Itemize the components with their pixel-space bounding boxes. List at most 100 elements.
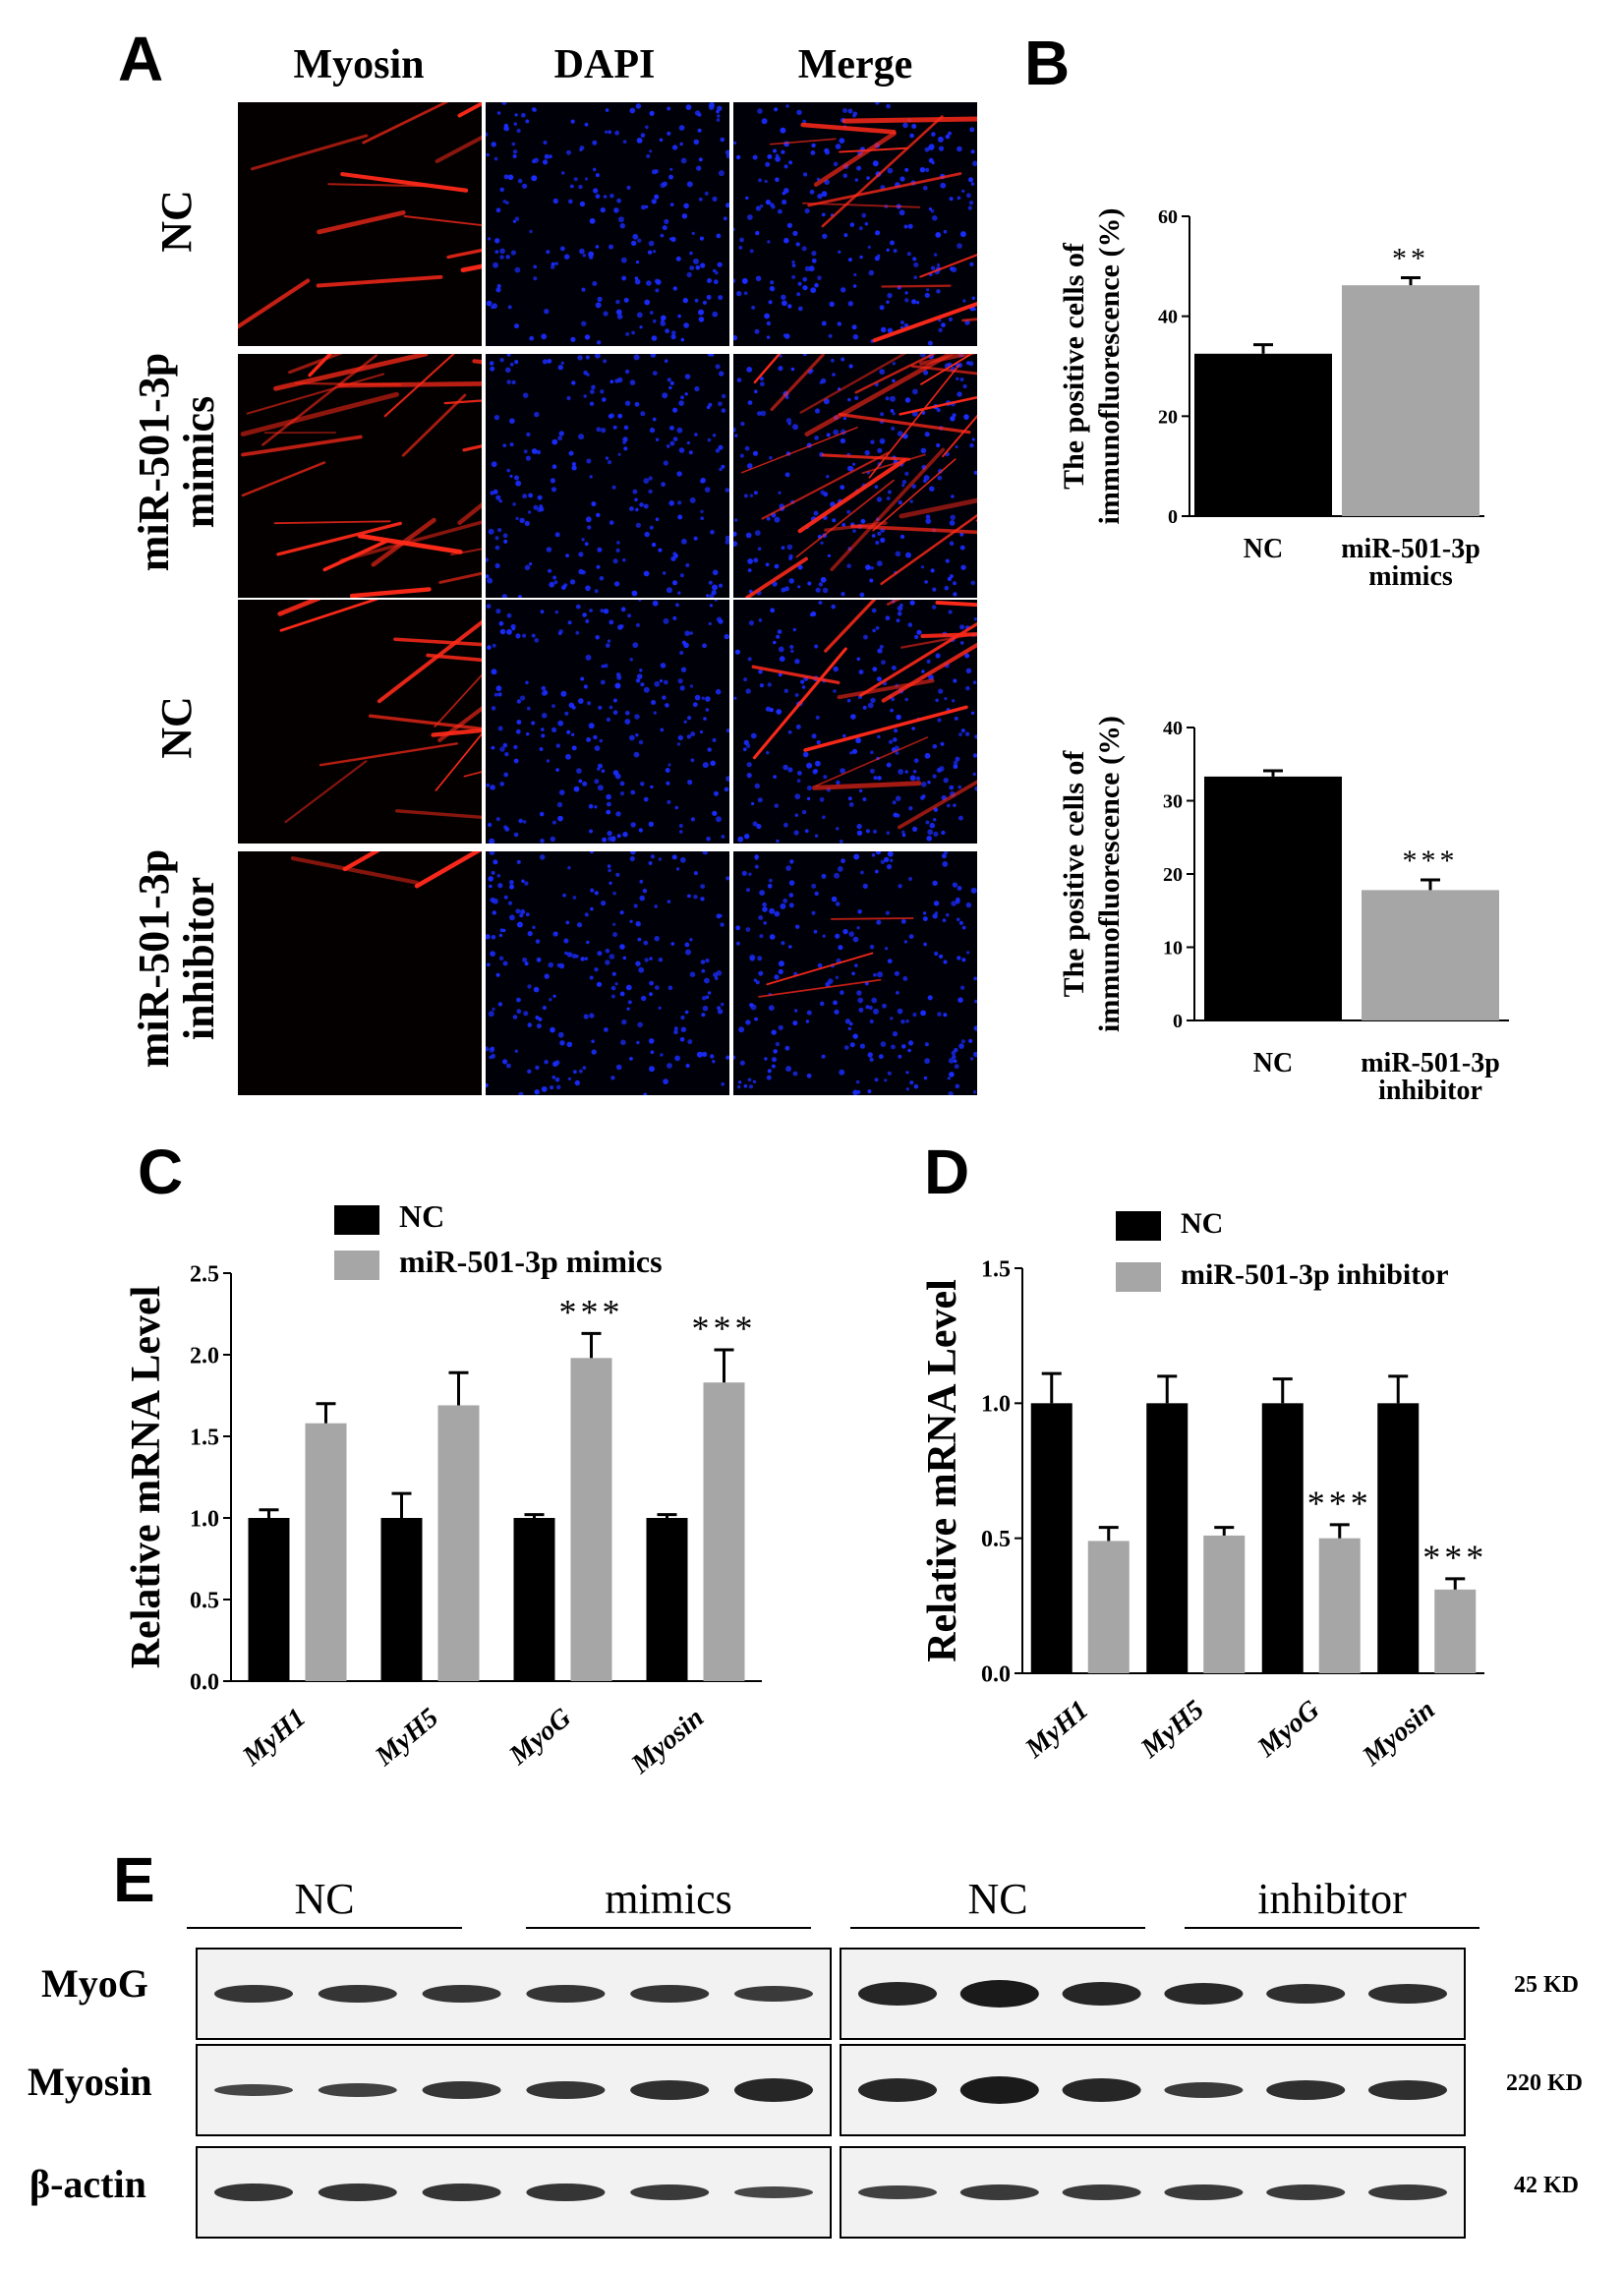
dapi-nucleus <box>550 1085 554 1090</box>
dapi-nucleus <box>943 960 948 964</box>
dapi-nucleus <box>904 471 909 476</box>
dapi-nucleus <box>694 433 698 437</box>
dapi-nucleus <box>586 940 590 945</box>
dapi-nucleus <box>649 992 653 997</box>
dapi-nucleus <box>937 136 944 143</box>
dapi-nucleus <box>935 698 939 703</box>
dapi-nucleus <box>957 886 962 891</box>
dapi-nucleus <box>848 802 854 807</box>
dapi-nucleus <box>596 564 601 569</box>
dapi-nucleus <box>638 828 643 833</box>
dapi-nucleus <box>912 257 917 262</box>
dapi-nucleus <box>950 514 956 520</box>
dapi-nucleus <box>957 243 962 249</box>
dapi-nucleus <box>911 299 917 305</box>
dapi-nucleus <box>894 970 899 976</box>
dapi-nucleus <box>793 830 799 836</box>
myosin-fiber <box>897 780 977 830</box>
dapi-nucleus <box>808 265 815 272</box>
dapi-nucleus <box>620 1039 626 1046</box>
dapi-nucleus <box>683 203 689 209</box>
dapi-nucleus <box>534 637 540 643</box>
blot-band <box>1368 2080 1447 2100</box>
dapi-nucleus <box>574 1079 580 1086</box>
dapi-nucleus <box>710 1054 715 1059</box>
dapi-nucleus <box>539 811 545 817</box>
dapi-nucleus <box>890 708 894 713</box>
dapi-nucleus <box>512 1015 518 1019</box>
dapi-nucleus <box>721 464 725 469</box>
dapi-nucleus <box>788 556 793 561</box>
dapi-nucleus <box>495 609 501 614</box>
dapi-nucleus <box>952 882 958 888</box>
blot-band <box>1266 2080 1346 2100</box>
dapi-nucleus <box>514 323 519 329</box>
dapi-nucleus <box>499 782 504 786</box>
dapi-nucleus <box>943 851 949 854</box>
dapi-nucleus <box>759 934 764 939</box>
dapi-nucleus <box>660 182 666 189</box>
dapi-nucleus <box>739 1060 745 1066</box>
dapi-nucleus <box>876 919 882 925</box>
dapi-nucleus <box>841 858 845 864</box>
myosin-fiber <box>339 520 482 562</box>
dapi-nucleus <box>877 447 883 453</box>
dapi-nucleus <box>784 472 790 478</box>
dapi-nucleus <box>774 563 780 569</box>
dapi-nucleus <box>962 299 966 303</box>
dapi-nucleus <box>660 320 667 326</box>
dapi-nucleus <box>639 879 644 884</box>
dapi-nucleus <box>637 937 642 942</box>
dapi-nucleus <box>846 509 851 514</box>
dapi-nucleus <box>582 612 587 617</box>
dapi-nucleus <box>886 300 890 304</box>
dapi-nucleus <box>567 1077 572 1081</box>
dapi-nucleus <box>817 193 823 200</box>
dapi-nucleus <box>499 248 505 255</box>
dapi-nucleus <box>960 728 965 733</box>
dapi-nucleus <box>950 416 956 422</box>
dapi-nucleus <box>541 713 548 719</box>
dapi-nucleus <box>494 250 499 254</box>
dapi-nucleus <box>584 957 588 961</box>
dapi-nucleus <box>667 378 671 382</box>
dapi-nucleus <box>774 803 780 808</box>
bar <box>380 1518 423 1681</box>
significance-marker: *** <box>1307 1484 1372 1523</box>
dapi-nucleus <box>789 644 794 650</box>
dapi-nucleus <box>660 1053 664 1057</box>
dapi-nucleus <box>702 643 707 649</box>
dapi-nucleus <box>725 203 729 208</box>
dapi-nucleus <box>539 854 546 860</box>
dapi-nucleus <box>925 518 932 524</box>
dapi-nucleus <box>549 581 555 588</box>
dapi-nucleus <box>507 305 512 310</box>
dapi-nucleus <box>648 489 653 495</box>
dapi-nucleus <box>616 541 620 545</box>
dapi-nucleus <box>738 1026 745 1033</box>
dapi-nucleus <box>557 720 564 727</box>
dapi-nucleus <box>549 154 552 159</box>
dapi-nucleus <box>609 193 614 199</box>
dapi-nucleus <box>522 183 528 189</box>
dapi-nucleus <box>942 918 947 922</box>
myosin-fiber <box>899 632 977 649</box>
dapi-nucleus <box>743 291 748 296</box>
dapi-nucleus <box>589 829 593 834</box>
dapi-nucleus <box>486 557 489 562</box>
dapi-nucleus <box>590 888 595 893</box>
dapi-nucleus <box>541 728 545 731</box>
column-header-myosin: Myosin <box>293 42 425 87</box>
myosin-fiber <box>797 457 907 534</box>
dapi-nucleus <box>899 176 905 182</box>
dapi-nucleus <box>653 250 657 254</box>
dapi-nucleus <box>947 576 952 581</box>
dapi-nucleus <box>527 984 532 989</box>
myosin-fiber <box>752 647 847 760</box>
bar <box>1204 776 1342 1020</box>
dapi-nucleus <box>611 485 616 490</box>
dapi-nucleus <box>717 114 721 118</box>
dapi-nucleus <box>905 1071 909 1075</box>
dapi-nucleus <box>502 961 508 966</box>
